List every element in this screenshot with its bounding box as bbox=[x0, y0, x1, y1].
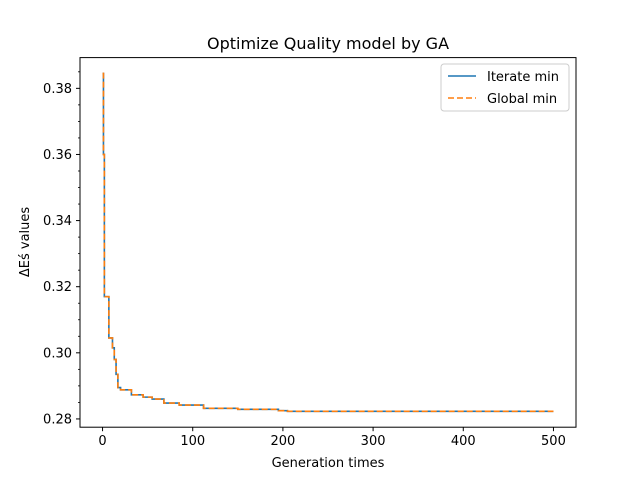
y-axis: 0.28 0.30 0.32 0.34 0.36 0.38 bbox=[43, 71, 80, 427]
x-tick-label: 100 bbox=[180, 434, 205, 449]
series-line-global-min bbox=[102, 72, 554, 413]
x-tick-label: 300 bbox=[361, 434, 386, 449]
x-tick-label: 200 bbox=[270, 434, 295, 449]
series-layer bbox=[102, 72, 554, 413]
x-axis: 0 100 200 300 400 500 bbox=[98, 427, 566, 449]
x-tick-label: 500 bbox=[541, 434, 566, 449]
plot-frame bbox=[79, 57, 577, 428]
x-tick-label: 0 bbox=[98, 434, 106, 449]
y-tick-label: 0.32 bbox=[43, 280, 72, 295]
legend-label-global-min: Global min bbox=[487, 92, 557, 107]
x-tick-label: 400 bbox=[451, 434, 476, 449]
x-axis-label: Generation times bbox=[272, 456, 385, 471]
y-tick-label: 0.34 bbox=[43, 214, 72, 229]
chart-title: Optimize Quality model by GA bbox=[207, 34, 449, 53]
y-axis-label: ΔEś values bbox=[18, 207, 33, 278]
legend-label-iterate-min: Iterate min bbox=[487, 70, 559, 85]
legend: Iterate min Global min bbox=[440, 63, 570, 112]
y-tick-label: 0.30 bbox=[43, 346, 72, 361]
y-tick-label: 0.28 bbox=[43, 412, 72, 427]
plot-area bbox=[79, 57, 577, 428]
y-tick-label: 0.38 bbox=[43, 82, 72, 97]
y-tick-label: 0.36 bbox=[43, 148, 72, 163]
